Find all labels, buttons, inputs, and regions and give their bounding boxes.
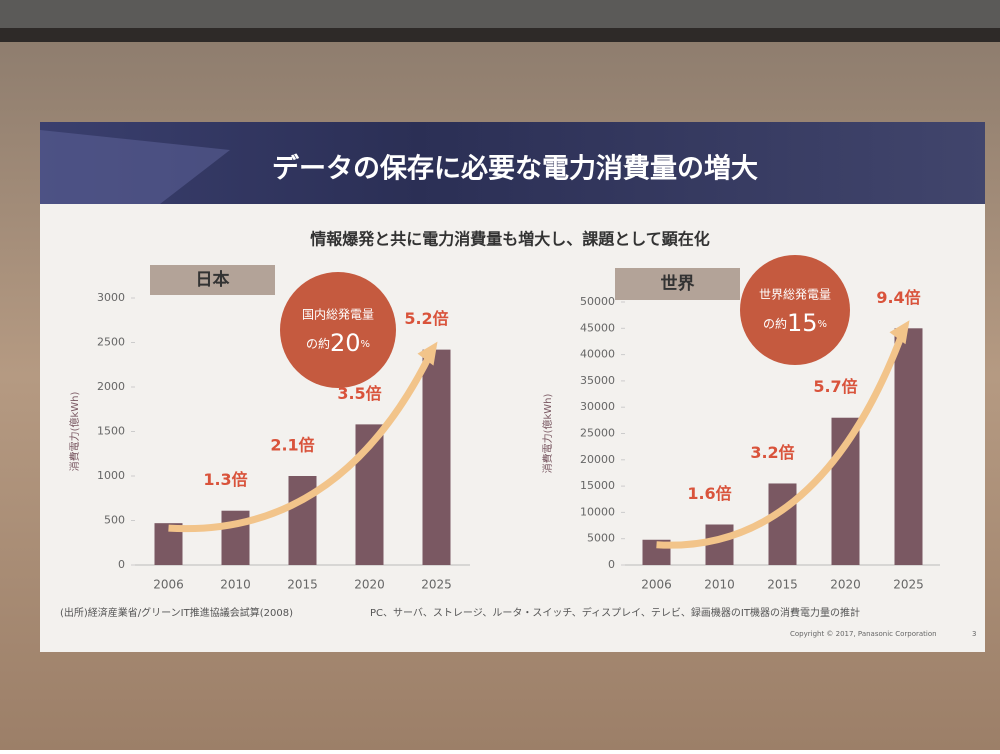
ratio-label: 5.2倍: [404, 309, 448, 328]
ratio-label: 3.2倍: [750, 443, 794, 462]
y-axis-label: 消費電力(億kWh): [541, 393, 554, 473]
section-label: 日本: [196, 269, 230, 290]
y-tick-label: 0: [608, 558, 615, 571]
callout-prefix: の約: [763, 316, 787, 331]
growth-arrow: [168, 350, 435, 533]
section-label-box: [150, 265, 275, 295]
bar: [288, 476, 317, 565]
callout-unit: %: [818, 319, 828, 330]
y-tick-label: 20000: [580, 453, 615, 466]
callout-prefix: の約: [306, 336, 330, 351]
section-label: 世界: [661, 274, 695, 294]
page-number: 3: [972, 630, 976, 638]
callout-number: 15: [787, 309, 818, 337]
callout-text: 国内総発電量: [302, 308, 374, 322]
y-tick-label: 10000: [580, 505, 615, 518]
section-label-box: [615, 268, 740, 300]
y-tick-label: 5000: [587, 532, 615, 545]
note: PC、サーバ、ストレージ、ルータ・スイッチ、ディスプレイ、テレビ、録画機器のIT…: [370, 606, 860, 619]
screen-edge: [0, 28, 1000, 42]
y-tick-label: 500: [104, 514, 125, 527]
x-tick-label: 2020: [830, 578, 861, 592]
ratio-label: 5.7倍: [813, 377, 857, 396]
slide: [40, 122, 985, 652]
callout-bubble: [740, 255, 850, 365]
arrow-head: [889, 320, 910, 345]
bar: [768, 483, 797, 565]
callout-number: 20: [330, 329, 361, 357]
callout-unit: %: [361, 339, 371, 350]
ratio-label: 1.3倍: [203, 470, 247, 489]
slide-title: データの保存に必要な電力消費量の増大: [272, 153, 758, 185]
bar: [422, 349, 451, 565]
y-tick-label: 3000: [97, 291, 125, 304]
x-tick-label: 2015: [287, 578, 318, 592]
source: (出所)経済産業省/グリーンIT推進協議会試算(2008): [60, 606, 293, 619]
banner-decoration: [40, 130, 230, 204]
y-tick-label: 2000: [97, 380, 125, 393]
ratio-label: 9.4倍: [876, 288, 920, 307]
callout-figure: の約20%: [306, 329, 370, 357]
ratio-label: 2.1倍: [270, 436, 314, 455]
y-axis-label: 消費電力(億kWh): [68, 391, 81, 471]
y-tick-label: 35000: [580, 374, 615, 387]
y-tick-label: 30000: [580, 400, 615, 413]
callout-text: 世界総発電量: [759, 288, 831, 302]
x-tick-label: 2020: [354, 578, 385, 592]
slide-subtitle: 情報爆発と共に電力消費量も増大し、課題として顕在化: [310, 230, 710, 249]
y-tick-label: 45000: [580, 321, 615, 334]
y-tick-label: 1500: [97, 425, 125, 438]
y-tick-label: 40000: [580, 348, 615, 361]
y-tick-label: 1000: [97, 469, 125, 482]
ratio-label: 1.6倍: [687, 484, 731, 503]
ratio-label: 3.5倍: [337, 384, 381, 403]
x-tick-label: 2025: [421, 578, 452, 592]
x-tick-label: 2006: [641, 578, 672, 592]
bar: [894, 328, 923, 565]
callout-figure: の約15%: [763, 309, 827, 337]
y-tick-label: 50000: [580, 295, 615, 308]
growth-arrow: [656, 329, 907, 549]
ceiling: [0, 0, 1000, 28]
callout-bubble: [280, 272, 396, 388]
copyright: Copyright © 2017, Panasonic Corporation: [790, 630, 937, 638]
x-tick-label: 2006: [153, 578, 184, 592]
y-tick-label: 15000: [580, 479, 615, 492]
x-tick-label: 2010: [704, 578, 735, 592]
y-tick-label: 0: [118, 558, 125, 571]
x-tick-label: 2015: [767, 578, 798, 592]
arrow-head: [417, 341, 438, 366]
y-tick-label: 25000: [580, 427, 615, 440]
y-tick-label: 2500: [97, 336, 125, 349]
x-tick-label: 2010: [220, 578, 251, 592]
x-tick-label: 2025: [893, 578, 924, 592]
